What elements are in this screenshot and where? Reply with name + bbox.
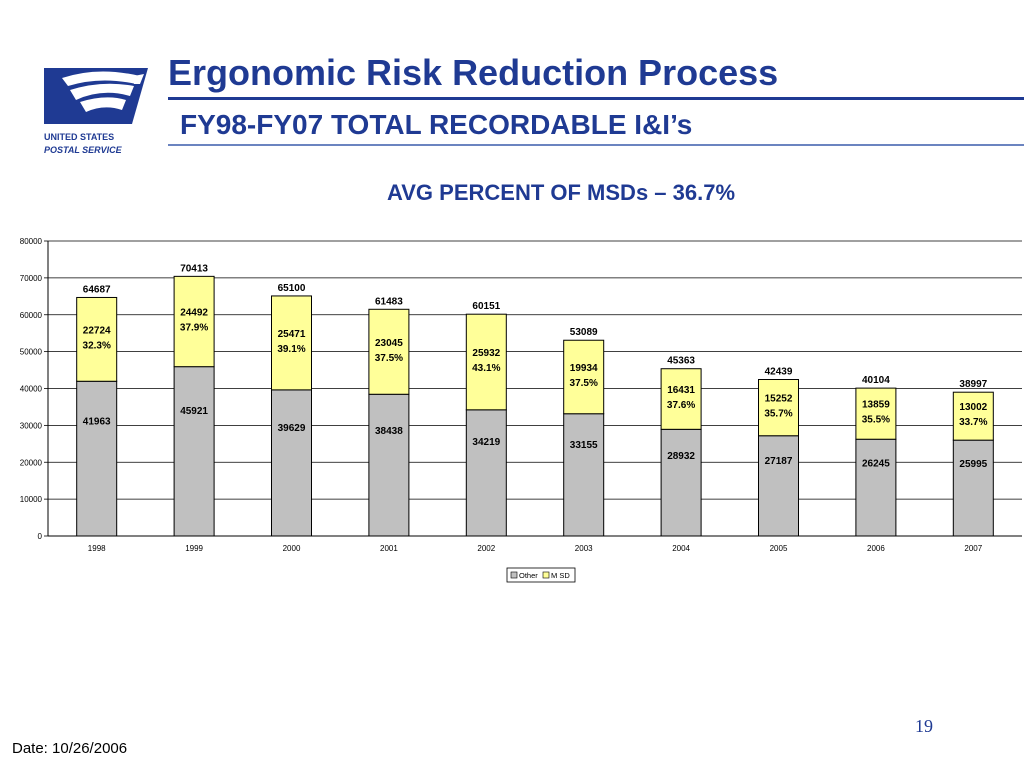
bar-msd: [76, 296, 118, 382]
data-label-msd-percent: 37.5%: [570, 378, 598, 389]
data-label-msd: 25932: [472, 348, 500, 359]
eagle-logo-icon: UNITED STATES POSTAL SERVICE: [44, 68, 148, 155]
data-label-msd: 19934: [570, 363, 598, 374]
data-label-other: 26245: [862, 458, 890, 469]
bar-msd: [271, 295, 312, 391]
data-label-total: 61483: [375, 296, 403, 307]
logo-line1: UNITED STATES: [44, 132, 114, 142]
bar-msd: [952, 391, 994, 441]
data-label-msd: 24492: [180, 308, 208, 319]
data-label-other: 27187: [765, 456, 793, 467]
data-label-other: 25995: [959, 459, 987, 470]
bar-other: [952, 439, 994, 537]
y-tick-label: 60000: [20, 311, 43, 320]
data-label-total: 70413: [180, 263, 208, 274]
legend-label-other: Other: [519, 571, 538, 580]
bar-msd: [368, 308, 410, 395]
bar-msd: [465, 313, 507, 411]
data-label-total: 45363: [667, 356, 695, 367]
data-label-other: 28932: [667, 451, 695, 462]
data-label-msd-percent: 35.7%: [764, 409, 792, 420]
bar-other: [368, 393, 410, 537]
bar-other: [271, 389, 312, 537]
data-label-msd: 13002: [959, 402, 987, 413]
data-label-total: 65100: [278, 283, 306, 294]
usps-logo: UNITED STATES POSTAL SERVICE: [40, 62, 152, 158]
bar-other: [173, 366, 215, 537]
data-label-msd: 25471: [278, 329, 306, 340]
data-label-msd: 13859: [862, 400, 890, 411]
bar-msd: [563, 339, 605, 415]
bar-other: [465, 409, 507, 537]
legend-label-msd: M SD: [551, 571, 570, 580]
y-tick-label: 20000: [20, 458, 43, 467]
data-label-msd-percent: 43.1%: [472, 363, 500, 374]
y-tick-label: 10000: [20, 495, 43, 504]
data-label-msd-percent: 37.5%: [375, 353, 403, 364]
x-tick-label: 2007: [964, 544, 982, 553]
x-tick-label: 2005: [770, 544, 788, 553]
stacked-bar-chart: 0 10000 20000 30000 40000 50000 60000 70000 8000…: [0, 228, 1024, 588]
data-label-other: 41963: [83, 417, 111, 428]
bar-msd: [173, 275, 215, 368]
data-label-msd: 22724: [83, 325, 111, 336]
x-tick-label: 1999: [185, 544, 203, 553]
bar-other: [76, 380, 118, 537]
legend-box: [506, 567, 576, 583]
bar-msd: [855, 387, 897, 440]
data-label-other: 34219: [472, 437, 500, 448]
data-label-msd: 23045: [375, 338, 403, 349]
subtitle-divider: [168, 144, 1024, 146]
date-footer: Date: 10/26/2006: [12, 740, 128, 757]
data-label-total: 40104: [862, 375, 890, 386]
data-label-total: 60151: [472, 301, 500, 312]
data-label-total: 38997: [959, 379, 987, 390]
x-tick-label: 2004: [672, 544, 690, 553]
avg-msd-percent-heading: AVG PERCENT OF MSDs – 36.7%: [387, 180, 736, 205]
bar-msd: [758, 379, 799, 437]
y-tick-label: 30000: [20, 421, 43, 430]
data-label-msd-percent: 35.5%: [862, 415, 890, 426]
y-tick-label: 40000: [20, 385, 43, 394]
x-tick-label: 2000: [283, 544, 301, 553]
y-tick-label: 0: [38, 532, 43, 541]
data-label-msd-percent: 33.7%: [959, 417, 987, 428]
data-label-total: 64687: [83, 284, 111, 295]
y-tick-label: 50000: [20, 348, 43, 357]
y-tick-label: 70000: [20, 274, 43, 283]
data-label-total: 42439: [765, 367, 793, 378]
data-label-msd: 16431: [667, 385, 695, 396]
x-tick-label: 1998: [88, 544, 106, 553]
title-divider: [168, 97, 1024, 100]
logo-line2: POSTAL SERVICE: [44, 145, 123, 155]
x-tick-label: 2002: [477, 544, 495, 553]
y-tick-label: 80000: [20, 237, 43, 246]
bar-msd: [660, 368, 702, 430]
x-tick-label: 2006: [867, 544, 885, 553]
data-label-msd-percent: 37.9%: [180, 323, 208, 334]
data-label-other: 33155: [570, 440, 598, 451]
slide-title: Ergonomic Risk Reduction Process: [168, 52, 779, 93]
chart-svg: 0 10000 20000 30000 40000 50000 60000 70000 8000…: [20, 237, 1022, 583]
bar-other: [563, 413, 605, 537]
data-label-msd: 15252: [765, 394, 793, 405]
bar-other: [855, 438, 897, 537]
data-label-msd-percent: 39.1%: [277, 344, 305, 355]
data-label-total: 53089: [570, 327, 598, 338]
bar-other: [660, 428, 702, 537]
legend-swatch-other: [510, 571, 518, 579]
data-label-other: 45921: [180, 406, 208, 417]
x-tick-label: 2003: [575, 544, 593, 553]
data-label-other: 39629: [278, 423, 306, 434]
bar-other: [758, 435, 799, 537]
data-label-other: 38438: [375, 426, 403, 437]
page-number: 19: [915, 716, 933, 736]
slide-subtitle: FY98-FY07 TOTAL RECORDABLE I&I’s: [180, 109, 693, 140]
data-label-msd-percent: 32.3%: [83, 340, 111, 351]
legend-swatch-msd: [542, 571, 550, 579]
x-tick-label: 2001: [380, 544, 398, 553]
data-label-msd-percent: 37.6%: [667, 400, 695, 411]
